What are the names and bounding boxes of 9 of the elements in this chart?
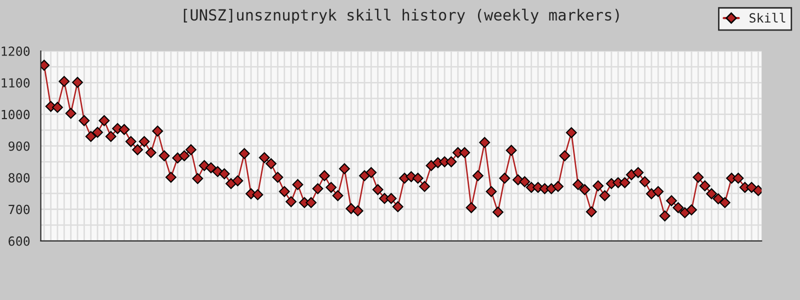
- y-tick-label: 700: [8, 204, 30, 214]
- y-tick-label: 600: [8, 236, 30, 246]
- y-tick-label: 900: [8, 141, 30, 151]
- y-tick-label: 1200: [2, 46, 30, 56]
- legend-label: Skill: [750, 12, 786, 23]
- y-tick-label: 800: [8, 173, 30, 183]
- chart-title: [UNSZ]unsznuptryk skill history (weekly markers): [184, 8, 619, 24]
- y-tick-label: 1100: [2, 78, 30, 88]
- y-tick-label: 1000: [2, 110, 30, 120]
